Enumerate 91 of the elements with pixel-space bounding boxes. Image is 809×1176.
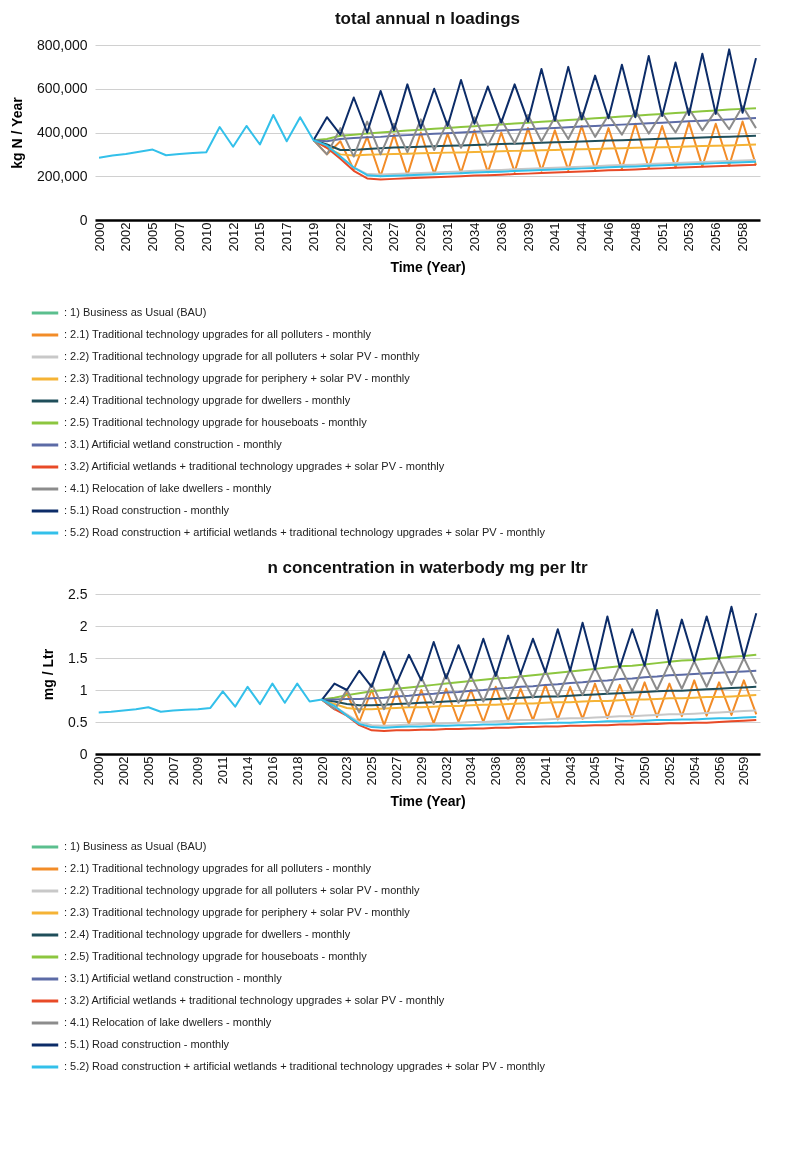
legend-label: : 2.5) Traditional technology upgrade for houseboats - monthly — [64, 950, 368, 962]
x-tick-label: 2041 — [547, 222, 563, 252]
x-tick-label: 2046 — [601, 222, 616, 252]
x-tick-label: 2015 — [252, 222, 268, 252]
legend-label: : 3.2) Artificial wetlands + traditional technology upgrades + solar PV - monthly — [64, 460, 445, 472]
legend-label: : 2.4) Traditional technology upgrade for dwellers - monthly — [64, 394, 351, 406]
x-tick-label: 2007 — [165, 756, 181, 786]
legend-label: : 2.1) Traditional technology upgrades for all polluters - monthly — [64, 328, 372, 340]
legend-label: : 3.1) Artificial wetland construction - monthly — [64, 972, 283, 984]
x-tick-label: 2010 — [198, 222, 214, 252]
legend-label: : 5.2) Road construction + artificial wetlands + traditional technology upgrades + solar PV - monthly — [64, 526, 546, 538]
x-tick-label: 2020 — [314, 756, 330, 786]
legend-label: : 5.1) Road construction - monthly — [64, 1038, 230, 1050]
x-tick-label: 2017 — [279, 222, 295, 252]
x-tick-label: 2025 — [364, 756, 380, 786]
x-tick-label: 2002 — [116, 756, 132, 786]
legend-label: : 1) Business as Usual (BAU) — [64, 306, 207, 318]
x-tick-label: 2002 — [118, 222, 134, 252]
y-tick-label: 0.5 — [68, 713, 88, 730]
y-tick-label: 200,000 — [36, 167, 88, 184]
y-tick-label: 800,000 — [36, 36, 88, 53]
x-tick-label: 2041 — [537, 756, 553, 786]
x-tick-label: 2011 — [215, 756, 231, 785]
x-tick-label: 2019 — [306, 222, 322, 252]
y-axis-title: mg / Ltr — [40, 648, 57, 701]
x-tick-label: 2038 — [513, 756, 529, 786]
x-tick-label: 2018 — [289, 756, 305, 786]
x-tick-label: 2005 — [140, 756, 156, 786]
legend-label: : 3.1) Artificial wetland construction - monthly — [64, 438, 283, 450]
x-tick-label: 2032 — [438, 756, 454, 786]
legend-label: : 3.2) Artificial wetlands + traditional technology upgrades + solar PV - monthly — [64, 994, 445, 1006]
x-tick-label: 2043 — [562, 756, 578, 786]
legend-label: : 5.1) Road construction - monthly — [64, 504, 230, 516]
legend-label: : 2.3) Traditional technology upgrade for periphery + solar PV - monthly — [64, 906, 411, 918]
x-tick-label: 2031 — [440, 222, 456, 252]
x-tick-label: 2048 — [627, 222, 643, 252]
y-tick-label: 2 — [79, 617, 88, 634]
legend-label: : 4.1) Relocation of lake dwellers - monthly — [64, 482, 272, 494]
x-tick-label: 2051 — [654, 222, 670, 252]
x-tick-label: 2000 — [91, 222, 107, 252]
x-tick-label: 2024 — [359, 222, 375, 252]
x-tick-label: 2022 — [332, 222, 348, 252]
x-tick-label: 2036 — [493, 222, 509, 252]
y-tick-label: 1 — [79, 681, 88, 698]
x-tick-label: 2059 — [736, 756, 752, 786]
chart-title: n concentration in waterbody mg per ltr — [267, 558, 588, 577]
x-tick-label: 2039 — [520, 222, 536, 252]
legend-label: : 5.2) Road construction + artificial wetlands + traditional technology upgrades + solar PV - monthly — [64, 1060, 546, 1072]
x-tick-label: 2054 — [686, 756, 702, 786]
x-tick-label: 2045 — [587, 756, 603, 786]
x-tick-label: 2007 — [171, 222, 187, 252]
y-tick-label: 600,000 — [36, 80, 88, 97]
legend-label: : 2.1) Traditional technology upgrades for all polluters - monthly — [64, 862, 372, 874]
x-axis-title: Time (Year) — [390, 259, 466, 276]
legend-label: : 2.2) Traditional technology upgrade for all polluters + solar PV - monthly — [64, 884, 421, 896]
legend-label: : 2.4) Traditional technology upgrade for dwellers - monthly — [64, 928, 351, 940]
x-tick-label: 2027 — [386, 222, 402, 252]
x-tick-label: 2034 — [466, 222, 482, 252]
legend-label: : 4.1) Relocation of lake dwellers - monthly — [64, 1016, 272, 1028]
legend-label: : 2.3) Traditional technology upgrade for periphery + solar PV - monthly — [64, 372, 411, 384]
x-axis-title: Time (Year) — [390, 793, 466, 810]
x-tick-label: 2053 — [681, 222, 697, 252]
x-tick-label: 2036 — [488, 756, 504, 786]
x-tick-label: 2014 — [240, 756, 256, 786]
legend-label: : 1) Business as Usual (BAU) — [64, 840, 207, 852]
x-tick-label: 2056 — [711, 756, 727, 786]
chart-title: total annual n loadings — [334, 9, 521, 28]
legend-label: : 2.5) Traditional technology upgrade for houseboats - monthly — [64, 416, 368, 428]
x-tick-label: 2016 — [264, 756, 280, 786]
x-tick-label: 2044 — [574, 222, 590, 252]
y-tick-label: 400,000 — [36, 124, 88, 140]
x-tick-label: 2023 — [339, 756, 355, 786]
x-tick-label: 2058 — [735, 222, 751, 252]
y-tick-label: 2.5 — [68, 585, 88, 602]
y-tick-label: 1.5 — [68, 649, 88, 666]
x-tick-label: 2012 — [225, 222, 241, 252]
x-tick-label: 2009 — [190, 756, 206, 786]
y-tick-label: 0 — [79, 211, 88, 228]
x-tick-label: 2034 — [463, 756, 479, 786]
x-tick-label: 2056 — [708, 222, 724, 252]
y-axis-title: kg N / Year — [8, 96, 25, 169]
x-tick-label: 2027 — [388, 756, 404, 786]
y-tick-label: 0 — [79, 745, 88, 762]
legend-label: : 2.2) Traditional technology upgrade for all polluters + solar PV - monthly — [64, 350, 421, 362]
x-tick-label: 2005 — [145, 222, 161, 252]
x-tick-label: 2000 — [91, 756, 107, 786]
x-tick-label: 2050 — [637, 756, 653, 786]
x-tick-label: 2029 — [413, 756, 429, 786]
x-tick-label: 2029 — [413, 222, 429, 252]
x-tick-label: 2052 — [661, 756, 677, 786]
x-tick-label: 2047 — [612, 756, 628, 786]
